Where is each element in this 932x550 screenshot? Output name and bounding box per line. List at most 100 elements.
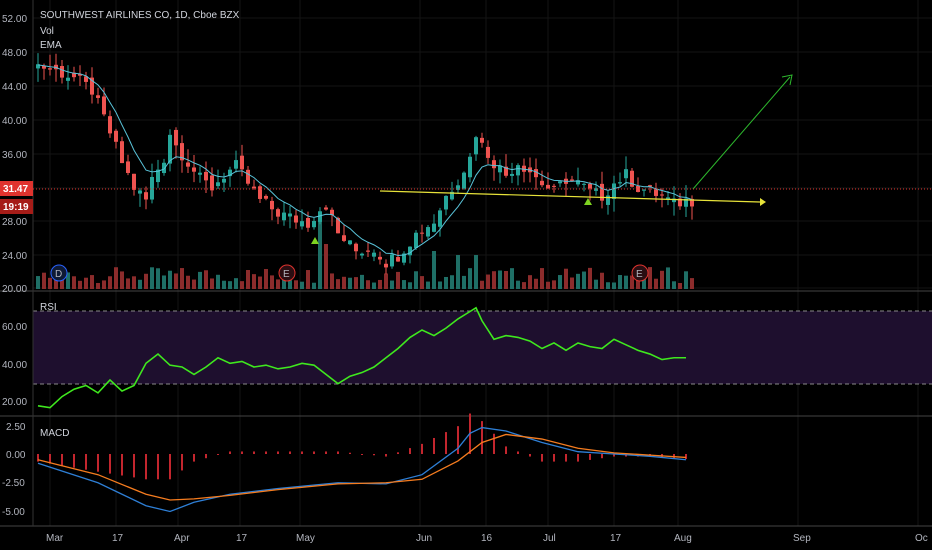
candle-body [408,246,412,256]
macd-histogram-bar [433,437,435,454]
macd-histogram-bar [385,454,387,457]
candle-body [210,175,214,191]
macd-histogram-bar [121,454,123,476]
candle-body [306,218,310,228]
candle-body [600,183,604,201]
price-tick: 28.00 [2,217,27,228]
candle-body [240,155,244,170]
volume-bar [234,278,238,289]
rsi-label: RSI [40,302,57,313]
volume-bar [66,272,70,289]
volume-bar [618,275,622,289]
candle-body [90,77,94,95]
candle-body [450,191,454,200]
candle-body [156,169,160,183]
volume-bar [156,268,160,289]
volume-bar [102,280,106,289]
candlesticks [36,53,694,275]
volume-bar [96,282,100,289]
volume-bar [42,272,46,289]
candle-body [582,183,586,185]
candle-body [246,169,250,184]
macd-histogram-bar [337,451,339,454]
projection-arrowhead [781,74,793,86]
volume-bar [612,282,616,289]
symbol-title: SOUTHWEST AIRLINES CO, 1D, Cboe BZX [40,10,240,21]
volume-bar [432,251,436,289]
candle-body [84,76,88,82]
candle-body [258,186,262,199]
candle-body [78,73,82,76]
candle-body [336,217,340,234]
candle-body [444,195,448,210]
candle-body [606,195,610,205]
candle-body [678,198,682,207]
volume-bar [510,268,514,289]
earnings-event[interactable]: E [278,264,296,282]
projection-arrow[interactable] [692,76,791,190]
macd-histogram-bar [145,454,147,480]
candle-body [36,64,40,69]
volume-bar [678,282,682,289]
volume-bar [378,279,382,289]
volume-bar [198,271,202,289]
volume-bar [324,244,328,289]
candle-body [660,194,664,196]
chart-grid [33,0,932,526]
trend-line[interactable] [379,190,761,203]
candle-body [426,227,430,237]
macd-line [37,426,687,513]
event-letter: E [636,269,643,280]
candle-body [234,160,238,169]
event-letter: E [283,269,290,280]
macd-histogram-bar [361,454,363,455]
macd-histogram-bar [505,446,507,454]
candle-body [492,160,496,169]
rsi-axis: 60.00 40.00 20.00 [2,322,27,408]
candle-body [360,253,364,256]
candle-body [132,173,136,190]
volume-bar [552,280,556,289]
dividend-event[interactable]: D [50,264,68,282]
candle-body [684,198,688,207]
candle-body [618,182,622,184]
macd-histogram-bar [529,454,531,457]
volume-bar [258,276,262,289]
volume-bar [546,281,550,289]
macd-histogram-bar [421,443,423,454]
candle-body [378,256,382,260]
candle-body [456,185,460,190]
volume-bar [90,275,94,289]
volume-bar [306,270,310,289]
volume-bar [486,274,490,289]
rsi-tick: 40.00 [2,360,27,371]
volume-bar [390,280,394,289]
volume-bar [588,267,592,289]
macd-tick: -5.00 [2,507,25,518]
countdown-value: 19:19 [3,202,29,213]
earnings-event[interactable]: E [631,264,649,282]
volume-bar [222,280,226,289]
candle-body [318,211,322,222]
time-tick: Jul [543,533,556,544]
candle-body [72,72,76,78]
candle-body [486,146,490,158]
pattern-marker [584,198,592,205]
volume-bar [690,278,694,289]
macd-histogram-bar [313,451,315,454]
volume-bar [558,275,562,289]
candle-body [510,173,514,176]
price-axis: 52.00 48.00 44.00 40.00 36.00 28.00 24.0… [2,14,27,295]
time-tick: 17 [610,533,622,544]
time-tick: 17 [112,533,124,544]
macd-histogram-bar [277,451,279,454]
candle-body [534,169,538,178]
rsi-line [37,306,686,409]
rsi-tick: 20.00 [2,397,27,408]
ema-line [37,64,693,257]
volume-bar [60,274,64,289]
macd-histogram-bar [553,454,555,462]
signal-line [37,433,687,501]
candle-body [294,215,298,223]
